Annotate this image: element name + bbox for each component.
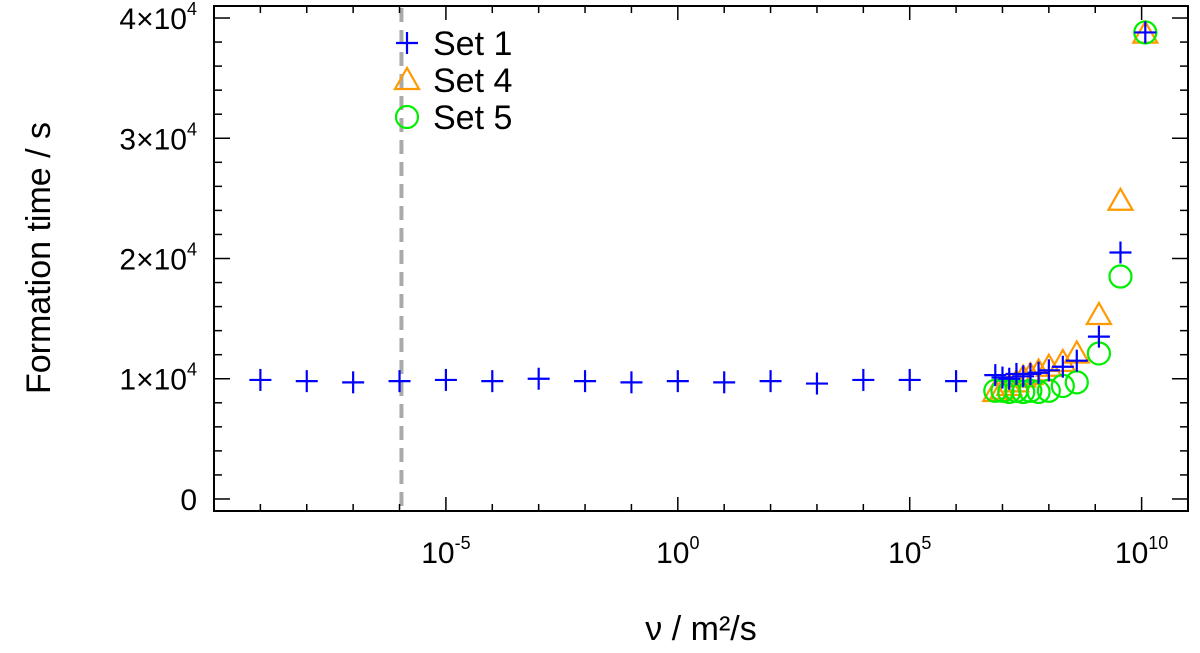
x-tick-label: 105 <box>888 533 931 570</box>
y-tick-label: 0 <box>180 484 197 517</box>
legend-label-set-5: Set 5 <box>433 99 512 137</box>
set-1-point <box>1051 355 1074 378</box>
legend-label-set-1: Set 1 <box>433 25 512 63</box>
set-1-point <box>945 370 968 393</box>
set-1-point <box>759 370 782 393</box>
set-1-point <box>852 368 875 391</box>
x-axis-title: ν / m²/s <box>645 610 756 648</box>
set-1-point <box>574 370 597 393</box>
set-1-point <box>805 372 828 395</box>
legend-marker-set-4 <box>393 65 421 91</box>
legend-label-set-4: Set 4 <box>433 62 512 100</box>
y-tick-label: 4×104 <box>119 0 197 36</box>
plot-area <box>249 8 1160 509</box>
axis-ticks: 10-5 100 105 1010 0 1×104 2×104 3×104 4×104 <box>119 0 1189 570</box>
legend-item-set-5: Set 5 <box>394 99 512 137</box>
set-1-point <box>249 368 272 391</box>
set-1-point <box>713 371 736 394</box>
x-tick-label: 100 <box>656 533 699 570</box>
legend-marker-set-5 <box>394 104 420 130</box>
x-tick-label: 1010 <box>1115 533 1168 570</box>
set-1-point <box>1109 241 1132 264</box>
x-tick-label: 10-5 <box>421 533 470 570</box>
set-5-point <box>1064 370 1089 395</box>
set-1-point <box>1065 349 1088 372</box>
set-1-point <box>898 368 921 391</box>
set-1-point <box>295 370 318 393</box>
set-1-point <box>527 367 550 390</box>
set-1-point <box>434 368 457 391</box>
y-axis-title: Formation time / s <box>20 122 58 394</box>
set-1-point <box>620 371 643 394</box>
set-1-point <box>666 370 689 393</box>
set-1-point <box>388 370 411 393</box>
set-1-point <box>1087 325 1110 348</box>
y-tick-label: 3×104 <box>119 119 197 156</box>
legend-item-set-1: Set 1 <box>396 25 512 63</box>
set-5-point <box>1108 264 1133 289</box>
legend-item-set-4: Set 4 <box>393 62 512 100</box>
set-4-point <box>1085 300 1113 326</box>
set-1-point <box>1037 359 1060 382</box>
plot-frame <box>213 5 1189 512</box>
y-tick-label: 1×104 <box>119 360 197 397</box>
set-1-point <box>342 371 365 394</box>
y-tick-label: 2×104 <box>119 240 197 277</box>
set-1-point <box>1134 21 1157 44</box>
legend-marker-set-1 <box>396 32 418 54</box>
set-4-point <box>1106 186 1135 211</box>
set-5-point <box>1050 373 1075 399</box>
set-1-point <box>1027 361 1050 384</box>
set-1-point <box>481 370 504 393</box>
